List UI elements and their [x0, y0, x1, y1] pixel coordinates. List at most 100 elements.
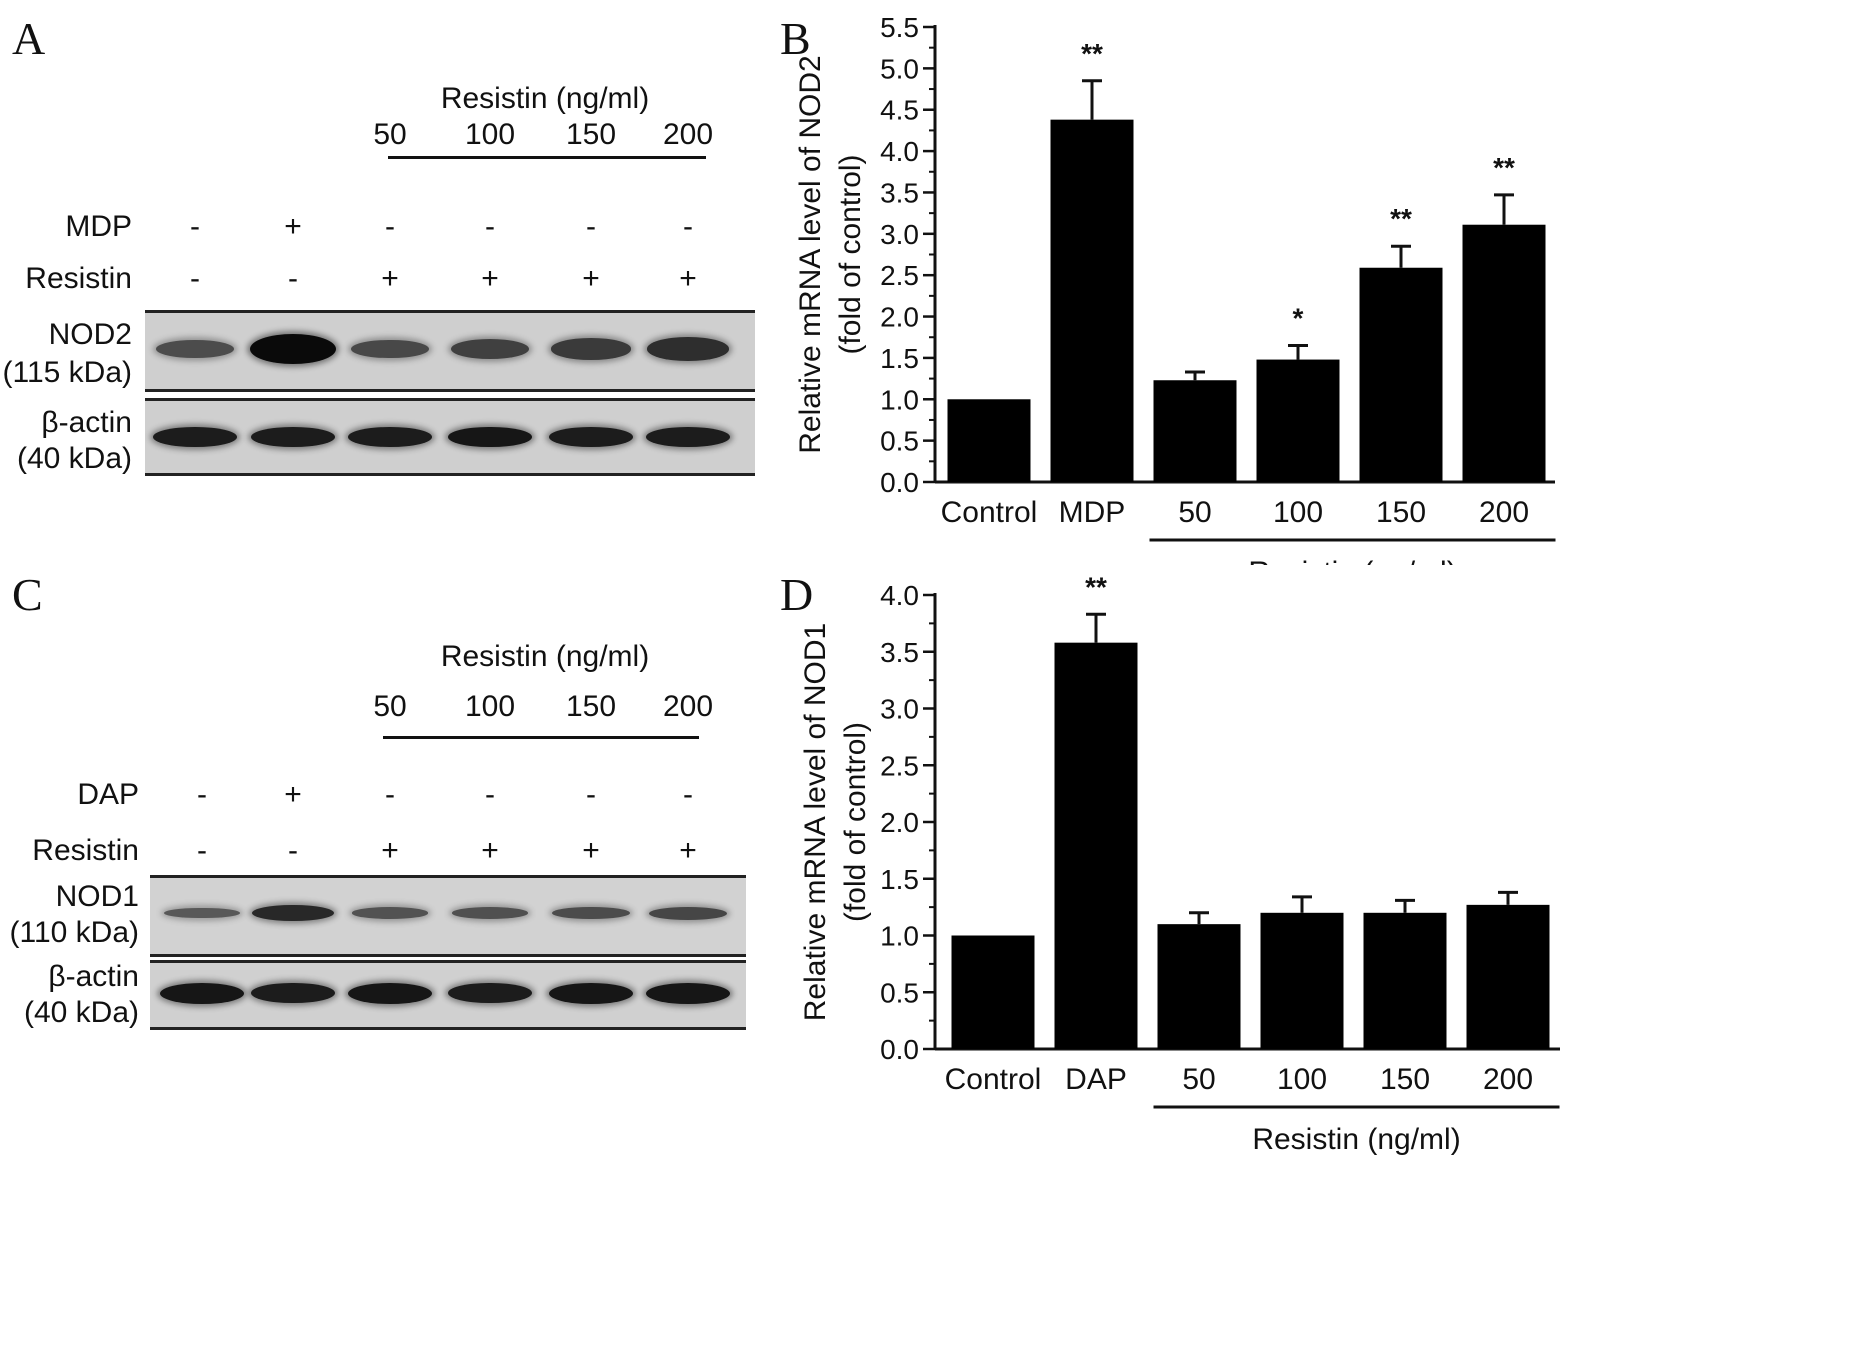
conc-label-a-150: 150	[565, 118, 617, 151]
blot-label-actin-c: β-actin	[48, 960, 139, 993]
blot-size-actin-a: (40 kDa)	[16, 442, 132, 475]
significance-label: **	[1085, 571, 1107, 602]
y-tick-label: 1.0	[880, 384, 919, 415]
sign-a-resistin-1: -	[288, 262, 298, 295]
blot-actin-a-band	[549, 426, 633, 448]
x-category-label: 100	[1273, 496, 1323, 529]
sign-a-resistin-2: +	[381, 262, 399, 295]
y-axis-title: Relative mRNA level of NOD1	[799, 623, 832, 1021]
blot-size-nod2: (115 kDa)	[2, 356, 133, 389]
y-tick-label: 1.5	[880, 864, 919, 895]
sign-c-resistin-5: +	[679, 834, 697, 867]
sign-c-treatment-3: -	[485, 778, 495, 811]
sign-a-treatment-0: -	[190, 210, 200, 243]
blot-actin-a-band	[153, 426, 237, 448]
y-tick-label: 4.0	[880, 580, 919, 611]
blot-actin-c	[150, 960, 746, 1030]
y-tick-label: 0.0	[880, 1034, 919, 1065]
significance-label: **	[1390, 203, 1412, 234]
resistin-header-a: Resistin (ng/ml)	[440, 82, 650, 115]
x-category-label: 50	[1178, 496, 1211, 529]
blot-nod1-band	[164, 907, 240, 919]
bar	[1260, 912, 1344, 1049]
y-tick-label: 3.5	[880, 637, 919, 668]
y-tick-label: 4.5	[880, 95, 919, 126]
x-category-label: 200	[1483, 1063, 1533, 1096]
sign-c-treatment-2: -	[385, 778, 395, 811]
bar	[1359, 267, 1443, 482]
blot-actin-a-band	[646, 426, 730, 448]
sign-c-resistin-0: -	[197, 834, 207, 867]
row-label-mdp: MDP	[65, 210, 132, 243]
y-tick-label: 2.0	[880, 807, 919, 838]
bar	[1256, 359, 1340, 482]
blot-actin-a-band	[251, 426, 335, 448]
bar	[1462, 224, 1546, 482]
blot-size-nod1: (110 kDa)	[9, 916, 140, 949]
blot-label-nod1: NOD1	[55, 880, 139, 913]
blot-actin-a-band	[447, 426, 533, 448]
blot-nod1-band	[451, 907, 529, 919]
sign-a-treatment-3: -	[485, 210, 495, 243]
blot-nod2-band	[156, 340, 234, 358]
blot-nod1-band	[351, 907, 429, 919]
y-axis-subtitle: (fold of control)	[839, 722, 872, 922]
blot-label-actin-a: β-actin	[41, 406, 132, 439]
conc-label-a-200: 200	[662, 118, 714, 151]
y-tick-label: 3.5	[880, 177, 919, 208]
blot-nod2-band	[647, 337, 729, 361]
sign-a-treatment-4: -	[586, 210, 596, 243]
x-category-label: Control	[945, 1063, 1042, 1096]
row-label-resistin-a: Resistin	[25, 262, 132, 295]
bar	[1466, 904, 1550, 1049]
x-category-label: 50	[1182, 1063, 1215, 1096]
resistin-header-c: Resistin (ng/ml)	[440, 640, 650, 673]
blot-label-nod2: NOD2	[48, 318, 132, 351]
sign-c-resistin-3: +	[481, 834, 499, 867]
blot-actin-c-band	[347, 982, 433, 1004]
y-tick-label: 5.0	[880, 53, 919, 84]
blot-nod1-band	[552, 906, 630, 920]
sign-a-resistin-5: +	[679, 262, 697, 295]
bar	[1050, 119, 1134, 483]
y-axis-title: Relative mRNA level of NOD2	[794, 55, 827, 453]
x-category-label: 100	[1277, 1063, 1327, 1096]
blot-nod2-band	[250, 334, 336, 364]
blot-actin-a	[145, 398, 755, 476]
blot-actin-c-band	[159, 982, 245, 1004]
sign-c-resistin-4: +	[582, 834, 600, 867]
sign-a-resistin-4: +	[582, 262, 600, 295]
row-label-dap: DAP	[77, 778, 139, 811]
sign-c-treatment-5: -	[683, 778, 693, 811]
y-tick-label: 1.0	[880, 921, 919, 952]
blot-nod2-band	[351, 339, 429, 359]
x-category-label: 150	[1376, 496, 1426, 529]
y-tick-label: 5.5	[880, 12, 919, 43]
blot-actin-c-band	[645, 982, 731, 1004]
blot-nod2	[145, 310, 755, 392]
bar	[1054, 642, 1138, 1049]
y-tick-label: 0.5	[880, 426, 919, 457]
conc-label-c-100: 100	[464, 690, 516, 723]
blot-nod1-band	[252, 904, 334, 922]
blot-actin-c-band	[548, 982, 634, 1004]
sign-a-treatment-5: -	[683, 210, 693, 243]
significance-label: **	[1081, 38, 1103, 69]
row-label-resistin-c: Resistin	[32, 834, 139, 867]
blot-actin-a-band	[348, 426, 432, 448]
sign-c-resistin-2: +	[381, 834, 399, 867]
conc-label-c-150: 150	[565, 690, 617, 723]
blot-actin-c-band	[251, 982, 335, 1004]
resistin-group-label: Resistin (ng/ml)	[1252, 1123, 1460, 1156]
sign-c-resistin-1: -	[288, 834, 298, 867]
resistin-bracket-a	[388, 156, 706, 159]
panel-letter-c: C	[12, 569, 43, 620]
y-tick-label: 2.5	[880, 260, 919, 291]
bar	[951, 935, 1035, 1049]
blot-nod1-band	[649, 906, 727, 920]
chart-b-nod2-mrna: 0.0 0.5 1.0 1.5 2.0 2.5 3.0 3.5 4.0 4.5 5.0 5.5 Cont…	[794, 12, 1556, 565]
sign-a-treatment-1: +	[284, 210, 302, 243]
significance-label: *	[1293, 303, 1304, 334]
x-category-label: 150	[1380, 1063, 1430, 1096]
sign-a-resistin-3: +	[481, 262, 499, 295]
